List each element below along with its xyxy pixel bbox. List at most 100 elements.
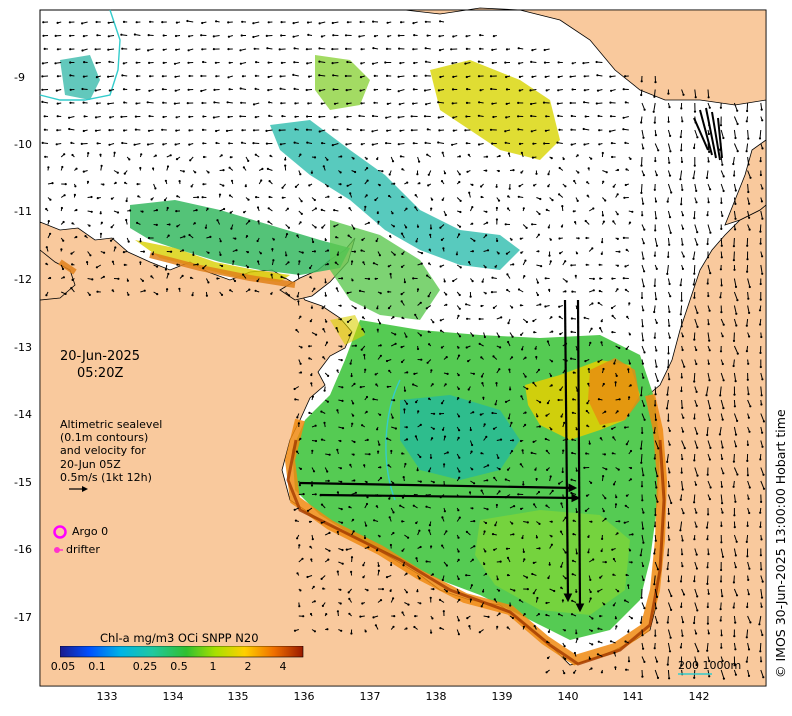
velocity-arrow-head (536, 415, 539, 418)
velocity-arrow-head (423, 89, 427, 92)
velocity-arrow-head (706, 433, 709, 437)
velocity-arrow-head (584, 115, 587, 118)
velocity-arrow-head (708, 379, 711, 382)
velocity-arrow-head (311, 538, 314, 541)
velocity-arrow-head (617, 468, 620, 471)
velocity-arrow-head (341, 386, 344, 389)
velocity-arrow-head (152, 167, 155, 170)
velocity-arrow-head (458, 470, 461, 473)
drifter-marker-icon (54, 547, 63, 553)
velocity-arrow (680, 129, 683, 138)
velocity-arrow-head (600, 549, 603, 553)
velocity-arrow-head (457, 550, 460, 553)
velocity-arrow-head (371, 143, 374, 146)
velocity-arrow-head (440, 402, 444, 405)
velocity-arrow (694, 602, 698, 611)
velocity-arrow-head (308, 75, 311, 78)
velocity-arrow (733, 278, 737, 287)
velocity-arrow-head (389, 589, 392, 593)
velocity-arrow-head (719, 106, 723, 109)
velocity-arrow-head (444, 383, 447, 386)
velocity-arrow-head (259, 252, 262, 255)
velocity-arrow-head (616, 410, 619, 413)
velocity-arrow-head (532, 561, 535, 565)
velocity-arrow-head (413, 34, 416, 37)
velocity-arrow-head (602, 510, 605, 513)
velocity-arrow-head (246, 266, 249, 269)
velocity-arrow-head (494, 265, 497, 268)
velocity-arrow-head (681, 120, 684, 123)
velocity-arrow-head (401, 168, 404, 171)
land-west-coast (39, 249, 76, 301)
velocity-arrow-head (558, 315, 561, 318)
velocity-arrow-head (762, 420, 766, 423)
velocity-arrow-head (693, 380, 696, 383)
velocity-arrow-head (163, 199, 167, 202)
velocity-arrow-head (590, 327, 593, 330)
velocity-arrow-head (582, 62, 585, 65)
velocity-arrow-head (340, 629, 343, 632)
velocity-arrow-head (94, 48, 97, 51)
velocity-arrow-head (532, 319, 535, 323)
velocity-arrow-head (445, 590, 448, 593)
velocity-arrow-head (495, 382, 498, 385)
velocity-arrow-head (354, 307, 357, 310)
velocity-arrow-head (443, 435, 447, 438)
velocity-arrow-head (539, 401, 542, 404)
velocity-arrow-head (746, 459, 749, 462)
velocity-arrow-head (493, 548, 496, 551)
velocity-arrow-head (336, 448, 339, 451)
velocity-arrow-head (655, 349, 658, 352)
velocity-arrow-head (583, 75, 586, 78)
velocity-arrow (760, 669, 764, 678)
velocity-arrow-head (570, 143, 573, 146)
velocity-arrow-head (668, 378, 671, 381)
velocity-arrow-head (733, 514, 736, 517)
velocity-arrow-head (571, 411, 575, 414)
velocity-arrow-head (320, 102, 323, 105)
velocity-arrow-head (532, 142, 535, 145)
velocity-arrow-head (322, 587, 325, 590)
velocity-arrow-head (123, 263, 126, 266)
velocity-arrow-head (384, 61, 387, 64)
velocity-arrow-head (280, 21, 283, 24)
velocity-arrow-head (616, 213, 619, 216)
velocity-arrow-head (610, 89, 613, 92)
velocity-arrow-head (296, 234, 299, 237)
lon-tick: 141 (622, 690, 644, 703)
velocity-arrow (641, 251, 644, 259)
chl-gulf-orange-patch (588, 358, 640, 425)
velocity-arrow-head (362, 564, 365, 567)
velocity-arrow-head (760, 660, 763, 663)
velocity-arrow-head (331, 144, 334, 147)
velocity-arrow-head (352, 414, 355, 417)
velocity-arrow-head (733, 635, 736, 638)
velocity-arrow-head (359, 386, 362, 389)
velocity-arrow-head (569, 101, 572, 105)
velocity-arrow-head (497, 456, 500, 459)
velocity-arrow-head (279, 143, 282, 146)
velocity-arrow-head (628, 549, 632, 552)
velocity-arrow-head (286, 207, 289, 210)
velocity-arrow-head (280, 275, 283, 279)
velocity-arrow-head (590, 157, 593, 160)
velocity-arrow (641, 102, 646, 110)
velocity-arrow-head (520, 395, 523, 398)
velocity-arrow (666, 453, 669, 462)
velocity-arrow-head (654, 81, 657, 84)
velocity-arrow-head (386, 102, 389, 105)
velocity-arrow-head (306, 509, 310, 512)
velocity-arrow-head (49, 276, 52, 280)
velocity-arrow-head (573, 179, 576, 183)
velocity-arrow-head (680, 325, 683, 328)
velocity-arrow-head (746, 555, 749, 558)
velocity-arrow-head (446, 372, 449, 375)
velocity-arrow-head (321, 226, 324, 229)
velocity-arrow-head (597, 360, 600, 363)
velocity-arrow-head (623, 521, 626, 524)
velocity-arrow-head (478, 342, 481, 345)
velocity-arrow-head (707, 201, 710, 204)
velocity-arrow-head (389, 272, 392, 276)
velocity-arrow-head (413, 372, 416, 375)
velocity-arrow-head (558, 166, 561, 170)
